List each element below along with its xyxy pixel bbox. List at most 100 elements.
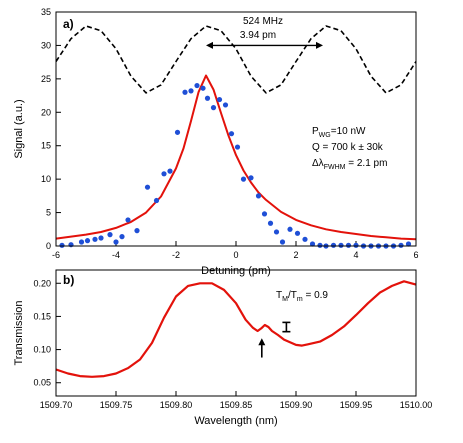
x-tick-label: 1509.70 bbox=[40, 400, 73, 410]
panel-b-tick-labels: 1509.70 1509.75 1509.80 1509.85 1509.90 1509.… bbox=[33, 278, 432, 410]
data-point bbox=[234, 144, 241, 150]
y-tick-label: 0.15 bbox=[33, 311, 51, 321]
y-tick-label: 20 bbox=[41, 107, 51, 117]
data-point bbox=[405, 241, 412, 247]
y-tick-label: 0 bbox=[46, 241, 51, 251]
y-tick-label: 5 bbox=[46, 208, 51, 218]
data-point bbox=[84, 238, 91, 244]
panel-b-ticks bbox=[55, 282, 417, 396]
panel-a-frame bbox=[55, 11, 417, 247]
data-point bbox=[330, 242, 337, 248]
data-point bbox=[345, 242, 352, 248]
fwhm-subscript: FWHM bbox=[324, 164, 346, 171]
data-point bbox=[294, 230, 301, 236]
fit-line bbox=[55, 74, 417, 241]
ratio-subscript-max: M bbox=[282, 296, 288, 303]
panel-a-annotations: 524 MHz 3.94 pm PWG=10 nW Q = 700 k ± 30… bbox=[206, 16, 387, 171]
data-point bbox=[194, 82, 200, 89]
panel-a-data-points bbox=[59, 82, 412, 249]
data-point bbox=[144, 184, 151, 190]
data-point bbox=[267, 220, 274, 226]
data-point bbox=[113, 239, 119, 245]
panel-a-tick-labels: -6 -4 -2 0 2 4 6 0 5 10 15 20 25 30 35 bbox=[41, 7, 419, 260]
x-tick-label: 1509.85 bbox=[220, 400, 253, 410]
data-point bbox=[59, 242, 65, 248]
panel-b-annotations: TM/Tm = 0.9 bbox=[258, 290, 328, 358]
panel-b-transmission-curve bbox=[55, 280, 417, 378]
x-tick-label: 0 bbox=[233, 250, 238, 260]
data-point bbox=[287, 226, 293, 232]
spacing-double-arrow bbox=[206, 41, 323, 49]
data-point bbox=[279, 239, 286, 245]
panel-a-y-axis-title: Signal (a.u.) bbox=[13, 99, 25, 158]
x-tick-label: -2 bbox=[172, 250, 180, 260]
panel-a: -6 -4 -2 0 2 4 6 0 5 10 15 20 25 30 35 a) Detuning (pm… bbox=[13, 7, 419, 277]
y-tick-label: 15 bbox=[41, 141, 51, 151]
data-point bbox=[188, 88, 194, 94]
data-point bbox=[78, 239, 85, 245]
data-point bbox=[338, 242, 344, 248]
q-factor-annotation: Q = 700 k ± 30k bbox=[312, 142, 384, 153]
data-point bbox=[228, 131, 235, 137]
fwhm-value: = 2.1 pm bbox=[345, 158, 387, 169]
power-subscript: WG bbox=[319, 132, 331, 139]
data-point bbox=[161, 171, 167, 177]
arrow-head bbox=[258, 338, 266, 346]
y-tick-label: 0.05 bbox=[33, 378, 51, 388]
data-point bbox=[317, 242, 323, 248]
x-tick-label: 1509.75 bbox=[100, 400, 133, 410]
y-tick-label: 0.10 bbox=[33, 345, 51, 355]
y-tick-label: 10 bbox=[41, 174, 51, 184]
panel-b-x-axis-title: Wavelength (nm) bbox=[194, 415, 277, 427]
data-point bbox=[398, 242, 404, 248]
x-tick-label: 1509.90 bbox=[280, 400, 313, 410]
ratio-annotation: TM/Tm = 0.9 bbox=[276, 290, 328, 303]
power-value: =10 nW bbox=[331, 126, 366, 137]
power-symbol: P bbox=[312, 126, 319, 137]
data-point bbox=[174, 129, 181, 135]
data-point bbox=[210, 105, 217, 111]
data-point bbox=[309, 241, 316, 247]
panel-a-fit-curve bbox=[55, 74, 417, 241]
data-point bbox=[92, 236, 98, 242]
data-point bbox=[167, 168, 173, 174]
data-point bbox=[119, 234, 125, 240]
x-tick-label: -6 bbox=[52, 250, 60, 260]
x-tick-label: 1509.95 bbox=[340, 400, 373, 410]
x-tick-label: 1510.00 bbox=[400, 400, 433, 410]
ratio-symbol: T bbox=[276, 290, 282, 301]
y-tick-label: 30 bbox=[41, 40, 51, 50]
data-point bbox=[255, 193, 262, 199]
data-point bbox=[302, 236, 308, 242]
power-annotation: PWG=10 nW bbox=[312, 126, 366, 139]
dip-arrow bbox=[258, 338, 266, 358]
data-point bbox=[222, 102, 229, 108]
data-point bbox=[261, 211, 268, 217]
ratio-separator: /T bbox=[288, 290, 297, 301]
fwhm-symbol: Δλ bbox=[312, 158, 324, 169]
data-point bbox=[134, 228, 140, 234]
data-point bbox=[240, 176, 247, 182]
x-tick-label: 1509.80 bbox=[160, 400, 193, 410]
data-point bbox=[182, 89, 188, 95]
x-tick-label: 4 bbox=[353, 250, 358, 260]
ratio-subscript-min: m bbox=[297, 296, 303, 303]
fwhm-annotation: ΔλFWHM = 2.1 pm bbox=[312, 158, 387, 171]
data-point bbox=[98, 235, 104, 241]
data-point bbox=[153, 197, 160, 204]
panel-b-y-axis-title: Transmission bbox=[13, 301, 25, 366]
data-point bbox=[107, 232, 113, 238]
data-point bbox=[125, 217, 131, 223]
panel-b-frame bbox=[55, 269, 417, 397]
data-point bbox=[200, 85, 206, 91]
ratio-value: = 0.9 bbox=[303, 290, 329, 301]
panel-a-x-axis-title: Detuning (pm) bbox=[201, 265, 271, 277]
spacing-wavelength-label: 3.94 pm bbox=[240, 30, 276, 41]
data-point bbox=[273, 229, 280, 235]
x-tick-label: 6 bbox=[413, 250, 418, 260]
data-point bbox=[248, 175, 254, 181]
panel-b-label: b) bbox=[63, 273, 74, 287]
panel-a-label: a) bbox=[63, 17, 74, 31]
spacing-frequency-label: 524 MHz bbox=[243, 16, 283, 27]
